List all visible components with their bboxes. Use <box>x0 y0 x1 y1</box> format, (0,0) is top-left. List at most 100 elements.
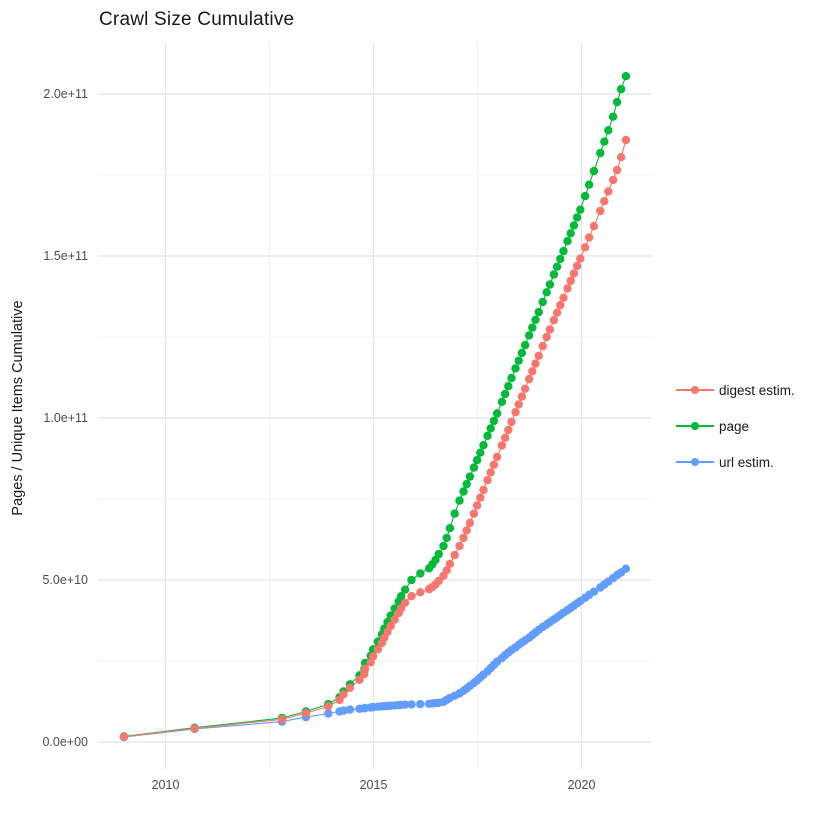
data-point-digest-estim <box>612 165 622 175</box>
data-point-page <box>612 97 622 107</box>
data-point-digest-estim <box>339 690 348 699</box>
series-points <box>119 72 631 742</box>
data-point-page <box>604 126 613 135</box>
legend-key-dot <box>690 385 700 395</box>
data-point-url-estim <box>416 699 425 709</box>
data-point-digest-estim <box>563 284 572 293</box>
data-point-page <box>569 221 579 230</box>
data-point-digest-estim <box>569 269 579 278</box>
series-points-page <box>119 72 631 741</box>
data-point-digest-estim <box>489 460 499 469</box>
major-gridlines <box>98 42 651 769</box>
data-point-page <box>507 373 516 383</box>
data-point-digest-estim <box>524 374 534 384</box>
data-point-digest-estim <box>600 197 609 206</box>
data-point-page <box>462 479 471 489</box>
data-point-page <box>469 463 479 472</box>
data-point-digest-estim <box>450 550 459 560</box>
data-point-page <box>584 180 594 189</box>
legend-label: url estim. <box>719 454 774 470</box>
data-point-page <box>538 297 547 307</box>
data-point-page <box>504 382 513 391</box>
data-point-digest-estim <box>552 308 562 317</box>
data-point-page <box>528 323 537 332</box>
data-point-digest-estim <box>472 501 482 510</box>
data-point-digest-estim <box>514 400 523 409</box>
data-point-digest-estim <box>386 621 395 631</box>
data-point-page <box>514 356 523 365</box>
data-point-page <box>489 416 499 426</box>
data-point-page <box>563 236 572 246</box>
y-tick-label: 1.5e+11 <box>43 249 88 263</box>
data-point-digest-estim <box>476 493 485 502</box>
data-point-page <box>492 409 502 418</box>
data-point-digest-estim <box>500 433 510 442</box>
y-tick-label: 0.0e+00 <box>42 735 88 749</box>
legend-item-digest-estim: digest estim. <box>676 379 795 401</box>
data-point-page <box>416 569 425 578</box>
data-point-page <box>600 137 609 146</box>
data-point-page <box>531 315 540 324</box>
data-point-page <box>549 270 559 279</box>
x-tick-label: 2015 <box>359 778 388 792</box>
data-point-digest-estim <box>492 452 502 462</box>
data-point-page <box>621 72 631 81</box>
y-tick-label: 2.0e+11 <box>43 87 88 101</box>
data-point-page <box>400 585 410 594</box>
data-point-page <box>572 213 582 222</box>
data-point-digest-estim <box>566 276 575 286</box>
data-point-digest-estim <box>277 715 287 724</box>
data-point-digest-estim <box>345 683 355 693</box>
data-point-digest-estim <box>486 468 495 477</box>
data-point-page <box>465 472 475 481</box>
data-point-digest-estim <box>479 485 488 495</box>
data-point-page <box>511 364 520 373</box>
data-point-url-estim <box>345 705 355 714</box>
chart-title: Crawl Size Cumulative <box>99 9 295 30</box>
data-point-page <box>396 592 406 601</box>
legend-key-icon <box>676 451 714 473</box>
data-point-digest-estim <box>507 417 516 427</box>
data-point-digest-estim <box>584 233 594 242</box>
y-tick-label: 1.0e+11 <box>43 411 88 425</box>
data-point-page <box>580 191 590 201</box>
legend: digest estim. page url estim. <box>676 379 795 487</box>
data-point-digest-estim <box>538 341 547 351</box>
data-point-digest-estim <box>416 588 425 597</box>
data-point-digest-estim <box>616 153 626 162</box>
data-point-digest-estim <box>589 222 599 231</box>
data-point-page <box>608 112 618 121</box>
data-point-digest-estim <box>542 332 551 342</box>
data-point-digest-estim <box>504 425 513 435</box>
data-point-page <box>497 397 507 406</box>
data-point-digest-estim <box>559 293 568 302</box>
data-point-digest-estim <box>596 206 605 216</box>
data-point-url-estim <box>339 706 348 715</box>
data-point-digest-estim <box>621 135 631 145</box>
data-point-page <box>520 340 530 350</box>
legend-key-icon <box>676 379 714 401</box>
data-point-digest-estim <box>520 384 530 393</box>
data-point-digest-estim <box>531 359 540 368</box>
data-point-digest-estim <box>368 652 378 661</box>
legend-item-page: page <box>676 415 795 437</box>
data-point-page <box>472 455 482 465</box>
data-point-url-estim <box>324 709 333 718</box>
data-point-page <box>552 262 562 271</box>
data-point-page <box>556 254 565 264</box>
data-point-digest-estim <box>556 301 565 310</box>
data-point-digest-estim <box>400 598 410 607</box>
legend-key-dot <box>690 421 700 431</box>
data-point-page <box>576 205 585 214</box>
data-point-page <box>486 424 495 433</box>
data-point-url-estim <box>621 564 631 573</box>
data-point-digest-estim <box>604 187 613 196</box>
data-point-page <box>589 166 599 176</box>
data-point-digest-estim <box>497 441 507 450</box>
data-point-url-estim <box>589 587 599 596</box>
data-point-digest-estim <box>407 592 416 601</box>
series-points-digest-estim <box>119 135 631 741</box>
data-point-page <box>559 246 568 256</box>
